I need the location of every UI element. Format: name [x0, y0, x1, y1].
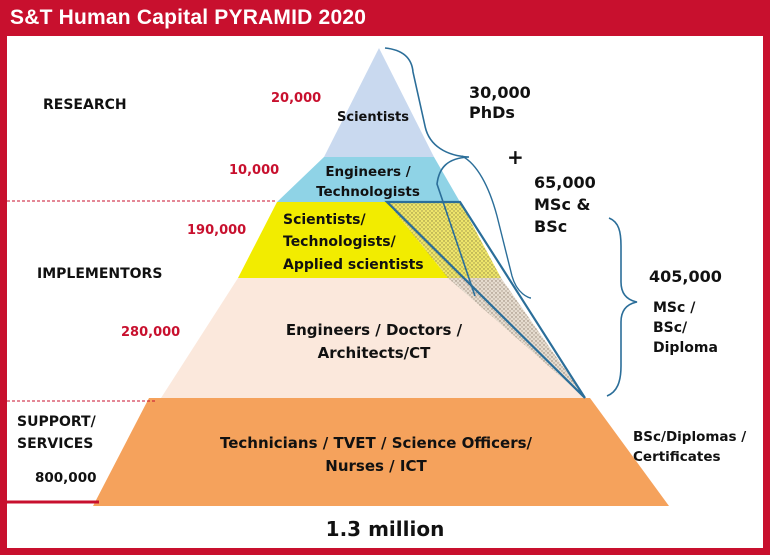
category-research: RESEARCH — [43, 97, 127, 113]
diploma-count: 405,000 — [649, 267, 722, 286]
page-title: S&T Human Capital PYRAMID 2020 — [10, 6, 367, 29]
support-label-certificates: Certificates — [633, 449, 721, 465]
tier-scientists — [324, 48, 434, 157]
total-label: 1.3 million — [326, 517, 445, 541]
diagram-panel: RESEARCH IMPLEMENTORS SUPPORT/ SERVICES … — [7, 36, 763, 548]
plus-sign: + — [507, 145, 524, 169]
category-support: SUPPORT/ — [17, 414, 97, 430]
tier-label-scientists-2: Scientists/ — [283, 212, 366, 228]
tier-technicians — [93, 398, 669, 506]
category-implementors: IMPLEMENTORS — [37, 266, 162, 282]
msc-label: MSc & — [534, 195, 591, 214]
tier-label-technicians: Technicians / TVET / Science Officers/ — [220, 434, 533, 452]
highlight-wedge-upper — [387, 202, 501, 278]
tier-label-scientists: Scientists — [337, 110, 409, 125]
bsc-label: BSc — [534, 217, 567, 236]
highlight-wedge-lower — [448, 278, 585, 398]
pyramid-diagram: RESEARCH IMPLEMENTORS SUPPORT/ SERVICES … — [7, 47, 746, 541]
brace-diploma — [606, 217, 638, 397]
tier-label-nurses: Nurses / ICT — [325, 457, 427, 475]
brace-msc — [461, 155, 532, 299]
diploma-msc: MSc / — [653, 300, 696, 316]
phd-count: 30,000 — [469, 83, 531, 102]
brace-phd — [384, 47, 476, 297]
tier-label-applied: Applied scientists — [283, 257, 424, 273]
diploma-diploma: Diploma — [653, 340, 718, 356]
tier-label-engineers: Engineers / — [325, 164, 410, 180]
count-engineers-doctors: 280,000 — [121, 325, 180, 340]
diploma-bsc: BSc/ — [653, 320, 688, 336]
tier-label-technologists-2: Technologists/ — [283, 234, 397, 250]
count-technicians: 800,000 — [35, 470, 97, 486]
category-services: SERVICES — [17, 436, 93, 452]
tier-label-engineers-doctors: Engineers / Doctors / — [286, 321, 463, 339]
tier-engineers-technologists — [277, 157, 460, 202]
support-label-bsc: BSc/Diplomas / — [633, 429, 746, 445]
highlight-wedge-outline — [384, 200, 586, 399]
count-engineers-technologists: 10,000 — [229, 163, 279, 178]
tier-label-architects: Architects/CT — [318, 344, 432, 362]
tier-label-technologists: Technologists — [316, 184, 420, 200]
msc-count: 65,000 — [534, 173, 596, 192]
tier-engineers-doctors — [161, 278, 585, 398]
count-applied-scientists: 190,000 — [187, 223, 246, 238]
phd-label: PhDs — [469, 103, 515, 122]
count-scientists: 20,000 — [271, 91, 321, 106]
